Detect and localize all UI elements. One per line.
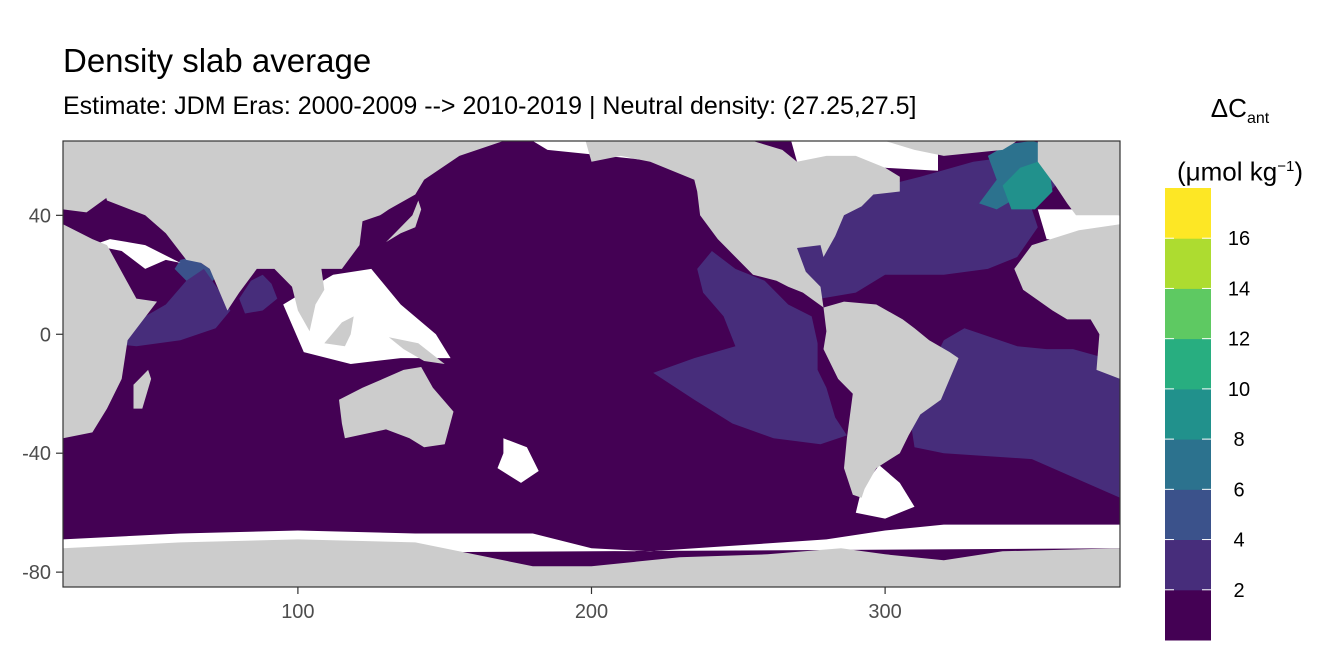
region-labrador-sea [1002,161,1053,210]
colorbar-segment [1165,539,1211,591]
region-eastern-tropical-pacific [653,251,847,445]
land-borneo [324,316,354,347]
y-tick-label: 0 [40,324,51,346]
no-data-patagonian-shelf [855,465,915,519]
chart-subtitle: Estimate: JDM Eras: 2000-2009 --> 2010-2… [63,92,917,120]
y-tick-label: -40 [22,443,51,465]
colorbar-segment [1165,288,1211,340]
colorbar-segment [1165,238,1211,289]
colorbar-segment [1165,388,1211,440]
land-antarctica [63,539,1120,587]
colorbar-segment [1165,589,1211,641]
map-panel [63,141,1120,587]
x-tick-label: 300 [868,601,901,623]
colorbar-label: 12 [1228,329,1250,351]
colorbar-label: 14 [1228,278,1250,300]
y-tick-label: 40 [29,205,51,227]
colorbar-segment [1165,439,1211,490]
land-layer [63,141,1120,587]
legend-units-close: ) [1294,156,1303,187]
no-data-red-sea-gulf [92,239,181,269]
legend-title: ΔCant (μmol kg−1) [1155,84,1325,196]
colorbar-label: 6 [1233,479,1244,501]
legend-symbol-subscript: ant [1246,110,1270,128]
land-australia [339,367,454,448]
colorbar-label: 16 [1228,228,1250,250]
colorbar-label: 4 [1233,530,1244,552]
land-new-guinea [388,337,445,364]
land-africa-west [1014,224,1120,379]
region-bay-of-bengal [239,274,278,314]
no-data-indonesia-seas [283,268,451,364]
region-south-atlantic [908,328,1120,498]
region-western-indian-ocean [107,268,231,347]
colorbar-label: 8 [1233,429,1244,451]
colorbar-segment [1165,188,1211,239]
land-africa [63,224,157,439]
no-data-new-zealand-shelf [497,438,539,483]
land-north-america [585,141,900,308]
region-layer [107,141,1120,498]
legend-units: (μmol kg [1177,156,1278,187]
chart-title: Density slab average [63,42,372,79]
colorbar-label: 10 [1228,379,1250,401]
region-north-atlantic [773,155,1056,299]
colorbar: 2 4 6 8 10 12 14 16 [1165,188,1250,641]
x-tick-label: 200 [575,601,608,623]
land-madagascar [133,369,152,409]
colorbar-segment [1165,338,1211,390]
land-europe-east [1037,141,1120,216]
land-japan [386,200,422,243]
land-eurasia [92,141,504,332]
colorbar-segment [1165,489,1211,540]
land-greenland [885,141,1018,156]
x-tick-label: 100 [281,601,314,623]
legend-units-exponent: −1 [1277,158,1295,176]
legend-symbol: ΔC [1210,93,1247,123]
colorbar-label: 2 [1233,580,1244,602]
y-tick-label: -80 [22,562,51,584]
land-south-america [823,301,959,498]
